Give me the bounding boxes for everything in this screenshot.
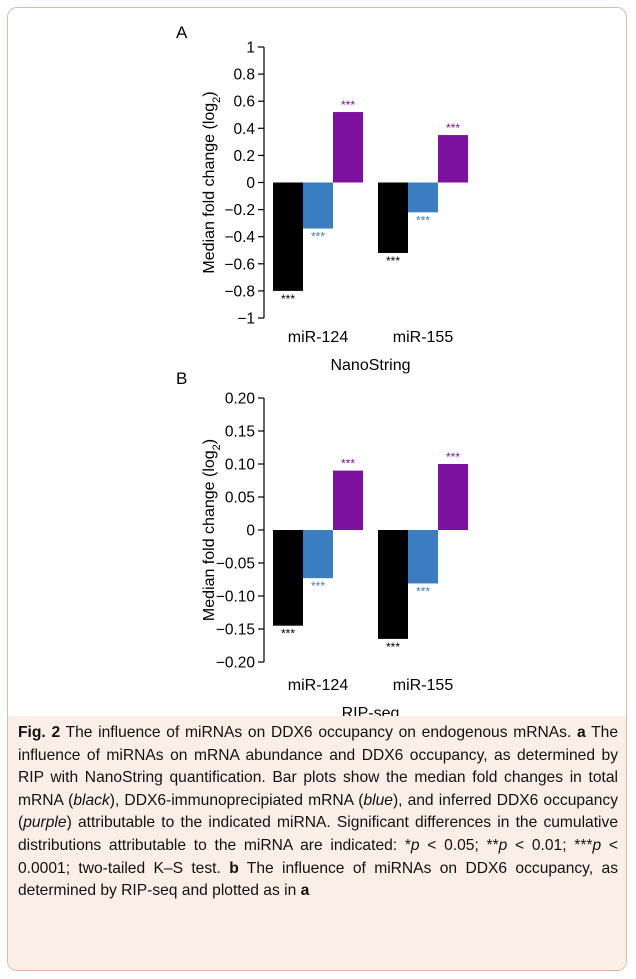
significance-label: *** [416, 213, 430, 227]
significance-label: *** [311, 579, 325, 593]
bar-miR-155-series1 [408, 182, 438, 213]
bar-miR-124-series1 [303, 182, 333, 229]
y-axis-label-close: ) [201, 439, 218, 444]
bar-miR-155-series2 [438, 464, 468, 530]
y-tick-label: 0.6 [233, 94, 255, 111]
significance-label: *** [446, 121, 460, 135]
significance-label: *** [311, 230, 325, 244]
significance-label: *** [416, 584, 430, 598]
y-tick-label: −0.4 [224, 229, 255, 246]
bar-miR-155-series1 [408, 530, 438, 584]
caption-text: ), and inferred DDX6 occupancy ( [18, 791, 618, 832]
y-tick-label: −0.05 [216, 556, 255, 573]
caption-p: p [592, 836, 602, 854]
y-tick-label: −0.6 [224, 256, 255, 273]
caption-text: < 0.05; ** [419, 836, 499, 854]
caption-text: < 0.01; *** [507, 836, 593, 854]
caption-panel-a-ref: a [577, 724, 586, 741]
caption-text: The influence of miRNAs on DDX6 occupanc… [60, 724, 577, 741]
figure-caption: Fig. 2 The influence of miRNAs on DDX6 o… [18, 722, 618, 903]
significance-label: *** [281, 292, 295, 306]
y-tick-label: 0.15 [225, 424, 255, 441]
category-label: miR-155 [393, 329, 454, 346]
y-tick-label: 0.2 [233, 148, 255, 165]
y-tick-label: 0.8 [233, 67, 255, 84]
bar-miR-155-series0 [378, 182, 408, 253]
bar-miR-155-series0 [378, 530, 408, 639]
bar-miR-124-series1 [303, 530, 333, 579]
caption-p: p [410, 836, 420, 854]
x-axis-label: RIP-seq [342, 705, 400, 716]
y-tick-label: −0.8 [224, 283, 255, 300]
y-tick-label: 0.10 [225, 457, 256, 474]
y-tick-label: 0.4 [233, 121, 255, 138]
caption-color-black: black [73, 791, 110, 809]
bar-miR-155-series2 [438, 135, 468, 183]
significance-label: *** [281, 627, 295, 641]
significance-label: *** [446, 450, 460, 464]
caption-text: The influence of miRNAs on DDX6 occupanc… [18, 859, 618, 900]
caption-color-purple: purple [23, 814, 67, 832]
significance-label: *** [386, 640, 400, 654]
panel-letter: A [176, 23, 188, 42]
panel-letter: B [176, 369, 187, 388]
caption-color-blue: blue [363, 791, 393, 809]
caption-text: ), DDX6-immunoprecipiated mRNA ( [109, 791, 364, 809]
caption-text: ) attributable to the indicated miRNA. S… [18, 814, 618, 854]
caption-panel-b-ref: b [229, 859, 239, 877]
y-tick-label: −0.2 [224, 202, 255, 219]
y-tick-label: −0.15 [216, 622, 255, 639]
y-tick-label: −0.10 [216, 589, 256, 606]
bar-miR-124-series2 [333, 112, 363, 183]
significance-label: *** [341, 98, 355, 112]
y-tick-label: 0 [246, 175, 255, 192]
caption-p: p [498, 836, 508, 854]
y-axis-label-subscript: 2 [211, 444, 223, 450]
caption-text: < 0.0001; two-tailed K–S test. [18, 836, 618, 877]
category-label: miR-155 [393, 677, 454, 694]
bar-miR-124-series0 [273, 182, 303, 291]
y-tick-label: 1 [246, 40, 255, 57]
category-label: miR-124 [288, 677, 349, 694]
caption-panel-a-ref: a [300, 882, 310, 900]
category-label: miR-124 [288, 329, 349, 346]
y-tick-label: 0.05 [225, 490, 255, 507]
significance-label: *** [386, 254, 400, 268]
y-axis-label-close: ) [201, 91, 218, 96]
charts-canvas: A10.80.60.40.20−0.2−0.4−0.6−0.8−1Median … [176, 23, 468, 716]
y-axis-label: Median fold change (log2) [201, 91, 223, 273]
bar-miR-124-series2 [333, 470, 363, 530]
y-tick-label: 0.20 [225, 391, 256, 408]
y-axis-label: Median fold change (log2) [201, 439, 223, 621]
y-tick-label: 0 [246, 523, 255, 540]
caption-background [8, 716, 626, 970]
x-axis-label: NanoString [330, 357, 410, 374]
bar-miR-124-series0 [273, 530, 303, 626]
caption-fig-label: Fig. 2 [18, 724, 61, 741]
y-tick-label: −1 [237, 311, 255, 328]
caption-text: The influence of miRNAs on mRNA abundanc… [18, 724, 618, 809]
significance-label: *** [341, 457, 355, 471]
y-axis-label-subscript: 2 [211, 97, 223, 103]
y-tick-label: −0.20 [216, 655, 256, 672]
